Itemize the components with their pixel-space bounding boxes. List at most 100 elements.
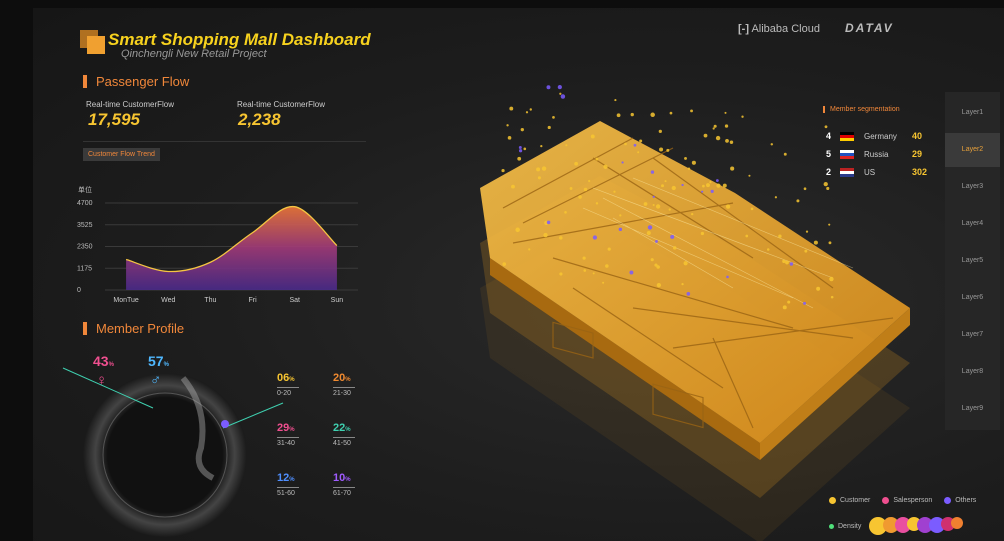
percent: 12 [277, 472, 290, 484]
particle [666, 148, 670, 152]
layer-item[interactable]: Layer2 [945, 133, 1000, 167]
female-icon: ♀ [96, 372, 108, 389]
particle [683, 261, 688, 266]
particle [582, 256, 586, 260]
member-count: 29 [912, 149, 923, 159]
particle [618, 227, 623, 232]
layer-item[interactable]: Layer4 [961, 220, 984, 227]
particle [700, 231, 705, 236]
legend-label: Others [955, 497, 977, 504]
unit: % [108, 362, 114, 368]
profile-ring [83, 373, 247, 537]
layer-item[interactable]: Layer5 [961, 257, 984, 264]
x-tick-label: MonTue [113, 297, 139, 304]
particle [828, 223, 831, 226]
mall-side [760, 308, 910, 460]
particle [616, 113, 621, 118]
layer-item[interactable]: Layer8 [961, 368, 984, 375]
layer-item[interactable]: Layer6 [961, 294, 984, 301]
particle [574, 161, 579, 166]
particle [613, 190, 616, 193]
particle [501, 168, 505, 173]
subtitle: Qinchengli New Retail Project [121, 48, 267, 60]
trend-button[interactable]: Customer Flow Trend [83, 148, 160, 161]
rank: 2 [826, 167, 832, 177]
particle [703, 133, 708, 138]
member-count: 302 [912, 167, 928, 177]
gender-male: 57% [148, 353, 169, 369]
profile-ray [62, 367, 154, 409]
section-title: Member Profile [83, 322, 184, 335]
particle [518, 149, 523, 153]
particle [681, 283, 684, 286]
particle [803, 301, 807, 305]
particle [816, 286, 821, 291]
country: Germany [864, 132, 897, 141]
particle [729, 140, 734, 145]
area-fill [126, 206, 337, 290]
x-tick-label: Sat [289, 297, 300, 304]
percent: 10 [333, 472, 346, 484]
particle [624, 142, 627, 146]
particle [789, 262, 794, 266]
layer-item[interactable]: Layer9 [961, 405, 984, 412]
particle [828, 241, 832, 245]
mall-map [480, 121, 910, 541]
particle [560, 94, 566, 99]
particle [670, 234, 675, 239]
unit: % [289, 377, 295, 383]
particle [782, 259, 786, 264]
unit: % [345, 477, 351, 483]
flag [840, 150, 854, 159]
layer-item[interactable]: Layer1 [961, 109, 984, 116]
layer-item[interactable]: Layer7 [961, 331, 984, 338]
rank: 5 [826, 149, 832, 159]
age-percent: 22% [333, 422, 351, 434]
particle [546, 220, 551, 225]
particle [655, 239, 658, 243]
particle [643, 202, 648, 206]
density-scale [869, 517, 964, 535]
particle [722, 183, 727, 188]
age-range: 21-30 [333, 387, 355, 397]
particle [509, 106, 514, 111]
particle [559, 92, 562, 95]
particle [583, 187, 588, 192]
particle [517, 156, 522, 161]
particle [813, 240, 818, 245]
particle [805, 230, 809, 233]
age-range: 61-70 [333, 487, 355, 497]
particle [748, 174, 751, 177]
unit: % [163, 362, 169, 368]
particle [629, 270, 634, 275]
x-tick-label: Thu [204, 297, 216, 304]
particle [564, 211, 567, 214]
particle [656, 282, 662, 288]
y-tick-label: 4700 [77, 200, 93, 207]
particle [528, 248, 531, 251]
layer-item[interactable]: Layer3 [961, 183, 984, 190]
particle [650, 112, 655, 118]
particle [619, 214, 622, 217]
age-range: 41-50 [333, 437, 355, 447]
particle [710, 189, 714, 193]
particle [552, 116, 555, 119]
particle [652, 203, 655, 207]
gender-female: 43% [93, 353, 114, 369]
male-icon: ♂ [150, 372, 162, 389]
particle [785, 260, 789, 265]
percent: 43 [93, 353, 109, 369]
particle [659, 147, 664, 152]
logo-datav: DATAV [845, 21, 894, 35]
particle [602, 281, 605, 284]
particle [639, 139, 643, 143]
graphics: 单位 0 1175 2350 3525 4700 MonTue Wed Thu Fri Sat Sun [62, 30, 910, 541]
particle [518, 145, 522, 149]
particle [730, 166, 735, 171]
density-legend: Density [829, 517, 964, 535]
y-tick-label: 0 [77, 287, 81, 294]
particle [605, 264, 609, 268]
particle [559, 272, 563, 276]
particle [569, 187, 573, 190]
particle [691, 160, 696, 165]
